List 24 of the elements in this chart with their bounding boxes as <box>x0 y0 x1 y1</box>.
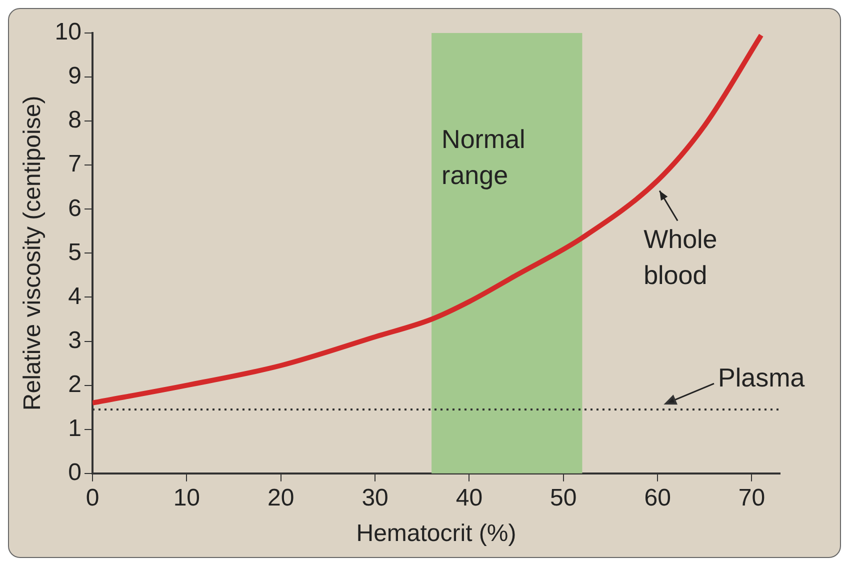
annotation: Whole blood <box>644 224 718 290</box>
y-tick-label: 5 <box>68 238 82 266</box>
x-tick-label: 30 <box>362 484 388 512</box>
y-axis-title: Relative viscosity (centipoise) <box>19 96 46 411</box>
ref-line-label: Plasma <box>718 362 806 393</box>
band-label: Normal range <box>442 124 526 190</box>
x-tick-label: 20 <box>268 484 294 512</box>
y-tick-label: 0 <box>68 459 82 486</box>
y-tick-label: 9 <box>68 62 82 90</box>
y-tick-label: 4 <box>68 282 82 310</box>
y-tick-label: 7 <box>68 150 82 178</box>
x-tick-label: 50 <box>550 484 577 512</box>
y-tick-label: 10 <box>54 18 82 46</box>
x-tick-label: 70 <box>738 484 766 512</box>
y-tick-label: 6 <box>68 194 82 222</box>
y-tick-label: 8 <box>68 106 82 134</box>
x-tick-label: 10 <box>173 484 200 512</box>
x-tick-label: 60 <box>644 484 671 512</box>
x-tick-label: 40 <box>456 484 483 512</box>
y-tick-label: 3 <box>68 326 82 354</box>
y-tick-label: 2 <box>68 370 82 398</box>
y-tick-label: 1 <box>68 414 82 442</box>
x-axis-title: Hematocrit (%) <box>356 520 516 548</box>
x-tick-label: 0 <box>86 484 100 512</box>
